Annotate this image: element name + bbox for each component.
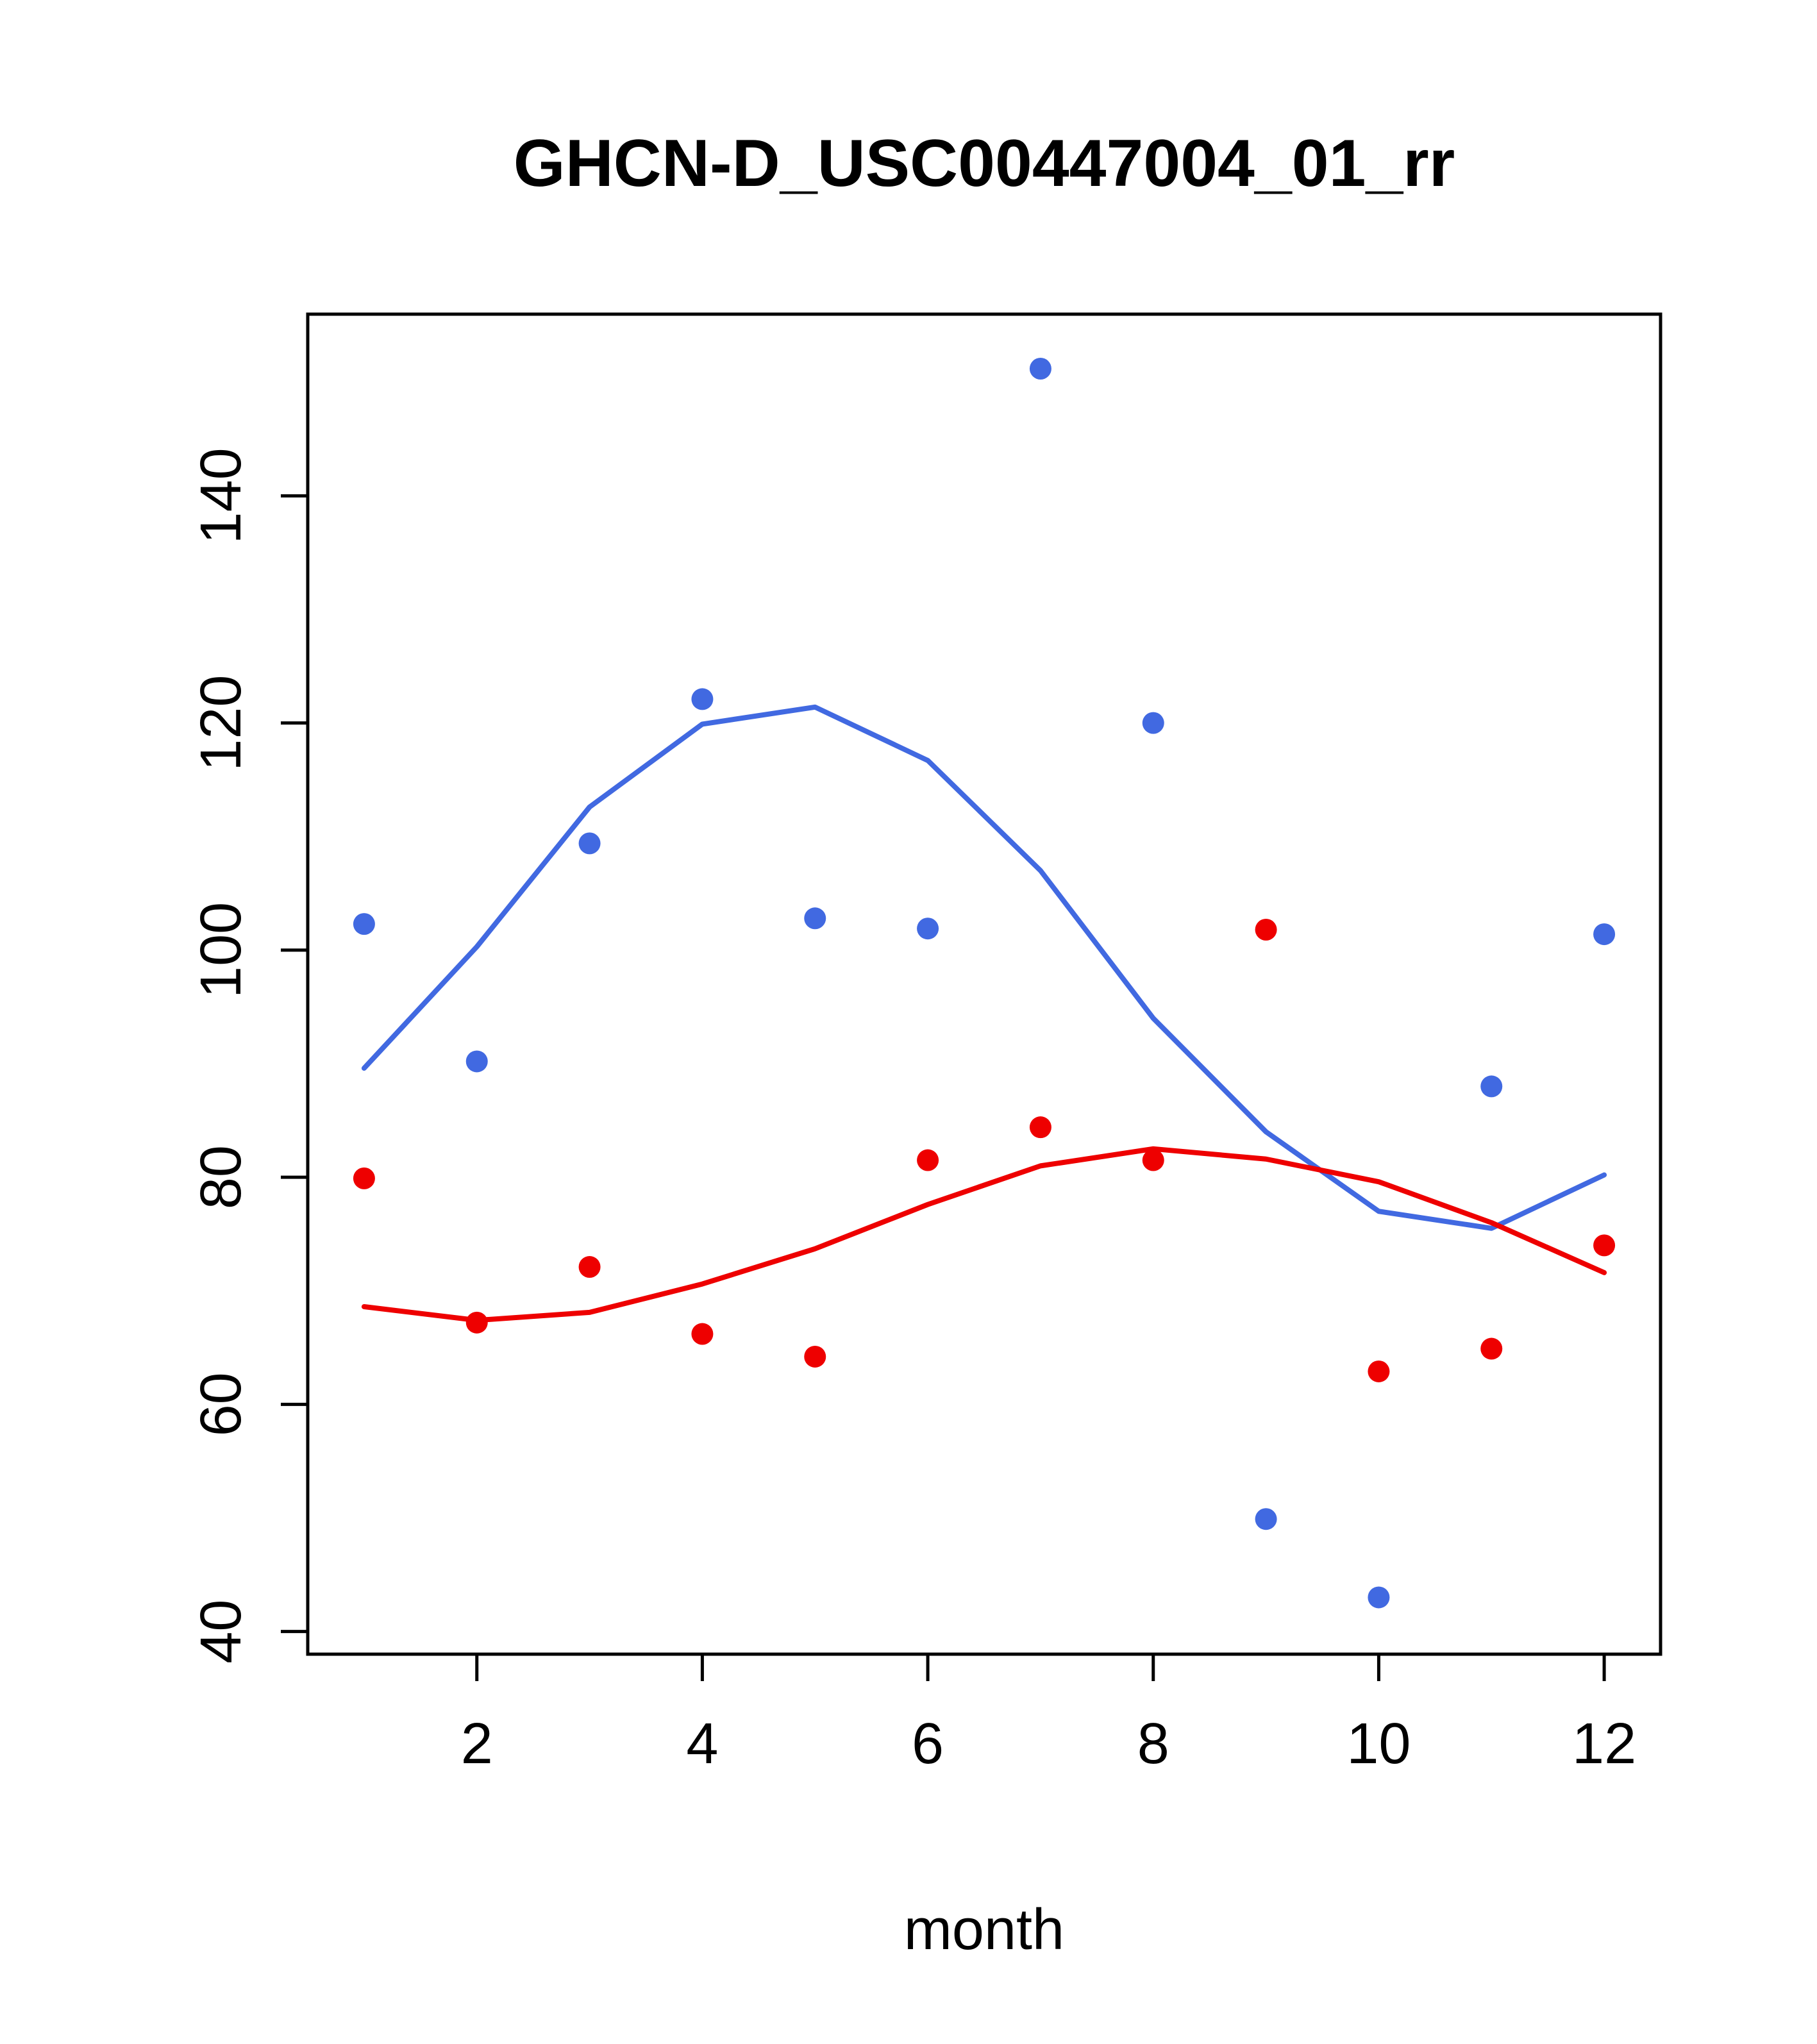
x-axis-label: month bbox=[904, 1898, 1064, 1962]
y-tick-label: 60 bbox=[189, 1372, 253, 1436]
red-points-marker bbox=[1142, 1149, 1164, 1171]
red-points-marker bbox=[1029, 1116, 1051, 1139]
y-tick-label: 140 bbox=[189, 448, 253, 544]
red-points-marker bbox=[917, 1149, 939, 1171]
x-tick-label: 2 bbox=[461, 1712, 493, 1776]
blue-points-marker bbox=[691, 688, 714, 710]
red-points-marker bbox=[1368, 1360, 1390, 1382]
x-tick-label: 4 bbox=[686, 1712, 718, 1776]
plot-area-border bbox=[306, 312, 1662, 1656]
y-tick-label: 80 bbox=[189, 1145, 253, 1209]
red-points-marker bbox=[691, 1323, 714, 1345]
red-points-marker bbox=[465, 1311, 488, 1334]
x-tick-label: 8 bbox=[1137, 1712, 1169, 1776]
red-points-marker bbox=[353, 1167, 375, 1189]
y-tick-label: 100 bbox=[189, 902, 253, 998]
blue-points-marker bbox=[1593, 923, 1616, 946]
blue-smooth-line bbox=[361, 704, 1607, 1231]
blue-points-marker bbox=[465, 1050, 488, 1073]
data-series bbox=[353, 358, 1616, 1609]
red-points-marker bbox=[1593, 1234, 1616, 1257]
y-tick-label: 120 bbox=[189, 675, 253, 771]
blue-points bbox=[353, 358, 1616, 1609]
blue-points-marker bbox=[1368, 1586, 1390, 1609]
axis-ticks: 2 4 6 8 10 12 40 60 80 100 120 140 bbox=[189, 448, 1636, 1776]
red-points-marker bbox=[804, 1345, 826, 1368]
red-smooth-line bbox=[361, 1146, 1607, 1323]
blue-points-marker bbox=[804, 907, 826, 930]
blue-points-marker bbox=[1255, 1508, 1277, 1530]
chart-title: GHCN-D_USC00447004_01_rr bbox=[514, 126, 1455, 201]
x-tick-label: 10 bbox=[1346, 1712, 1411, 1776]
blue-points-marker bbox=[917, 917, 939, 940]
x-tick-label: 6 bbox=[912, 1712, 944, 1776]
x-tick-label: 12 bbox=[1572, 1712, 1636, 1776]
red-points-marker bbox=[1480, 1337, 1503, 1360]
blue-points-marker bbox=[1029, 358, 1051, 380]
red-points bbox=[353, 918, 1616, 1382]
blue-points-marker bbox=[1142, 712, 1164, 734]
red-points-marker bbox=[1255, 918, 1277, 941]
blue-points-marker bbox=[353, 913, 375, 935]
y-tick-label: 40 bbox=[189, 1600, 253, 1664]
red-points-marker bbox=[578, 1256, 601, 1278]
blue-points-marker bbox=[578, 832, 601, 855]
blue-points-marker bbox=[1480, 1075, 1503, 1098]
